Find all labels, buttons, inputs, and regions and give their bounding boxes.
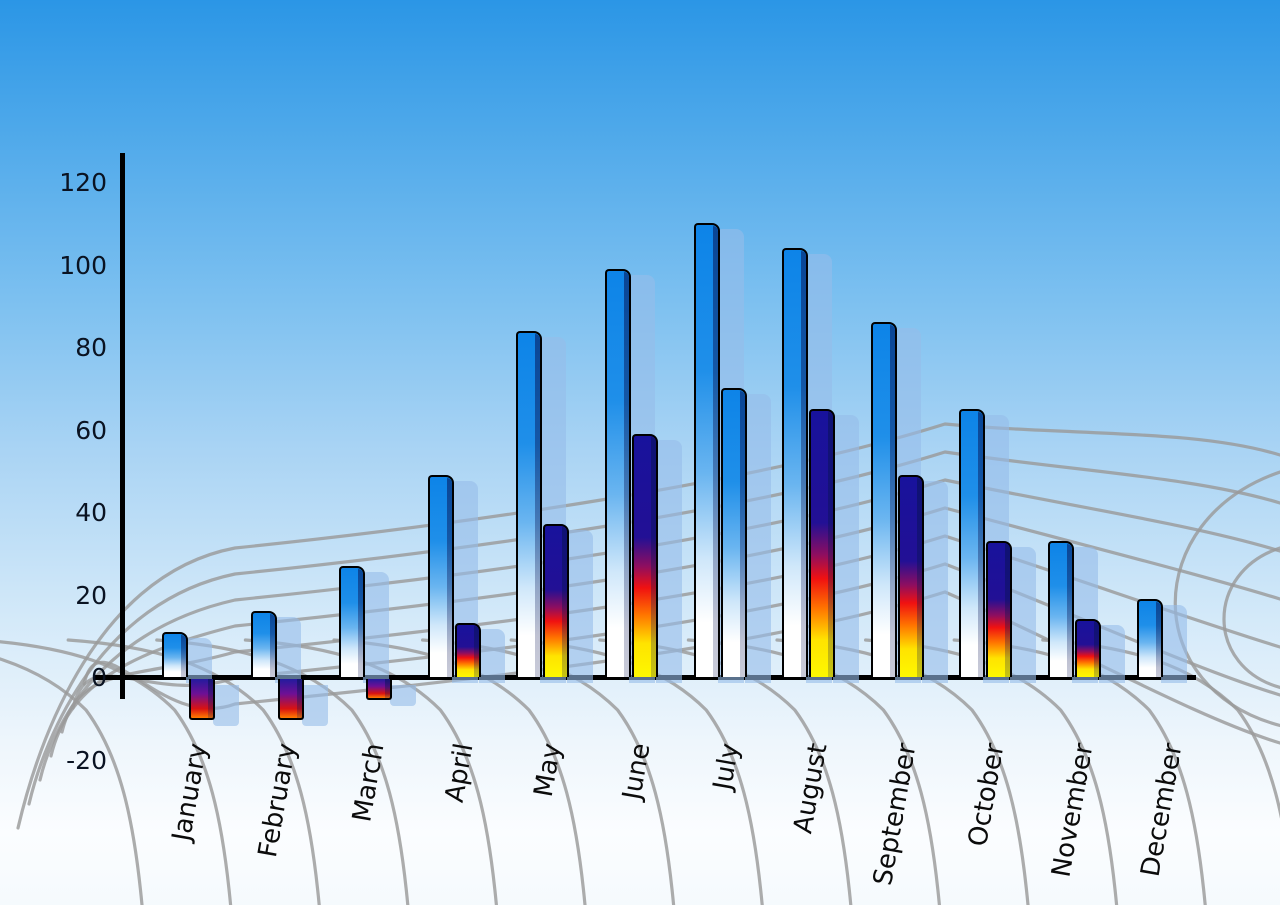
bar-shadow-september-series2 — [921, 480, 948, 683]
bar-august-series1 — [782, 248, 809, 677]
bar-shadow-august-series2 — [833, 414, 860, 683]
y-tick-label-0: 0 — [91, 663, 107, 692]
bar-june-series2 — [632, 433, 658, 678]
y-tick-label--20: -20 — [66, 745, 107, 775]
y-tick-label-20: 20 — [75, 580, 107, 610]
y-tick-label-60: 60 — [75, 415, 107, 445]
bar-april-series1 — [427, 474, 454, 678]
bar-shadow-february-series1 — [274, 617, 301, 683]
bar-september-series1 — [870, 322, 897, 677]
bar-shadow-january-series1 — [186, 637, 212, 683]
bar-may-series1 — [516, 330, 543, 677]
y-tick-label-80: 80 — [75, 333, 107, 362]
bar-january-series1 — [162, 631, 188, 678]
bar-shadow-july-series2 — [744, 394, 771, 683]
bar-october-series1 — [959, 408, 986, 678]
bar-february-series2 — [277, 679, 304, 721]
bar-shadow-november-series2 — [1099, 625, 1125, 683]
bar-december-series1 — [1136, 598, 1163, 678]
bar-october-series2 — [986, 540, 1013, 678]
bar-november-series2 — [1075, 619, 1101, 677]
bar-shadow-october-series2 — [1010, 546, 1037, 683]
bar-shadow-december-series1 — [1160, 604, 1187, 683]
bar-march-series1 — [339, 565, 366, 678]
bar-shadow-april-series2 — [478, 629, 505, 683]
y-axis-line — [120, 153, 125, 699]
bar-august-series2 — [809, 408, 836, 678]
bar-may-series2 — [543, 524, 570, 677]
bar-shadow-june-series2 — [656, 439, 682, 683]
bar-july-series1 — [693, 223, 720, 677]
bar-shadow-january-series2 — [213, 685, 239, 727]
y-tick-label-40: 40 — [75, 498, 107, 527]
bar-september-series2 — [897, 474, 924, 678]
bar-january-series2 — [189, 679, 215, 721]
bar-february-series1 — [250, 611, 277, 677]
bar-june-series1 — [605, 268, 631, 678]
bar-shadow-may-series2 — [567, 530, 594, 683]
bar-shadow-february-series2 — [301, 685, 328, 727]
bar-march-series2 — [366, 679, 393, 700]
y-tick-label-100: 100 — [59, 250, 107, 280]
y-tick-label-120: 120 — [59, 168, 107, 197]
bar-shadow-march-series2 — [390, 685, 417, 706]
bar-november-series1 — [1048, 540, 1074, 678]
bar-april-series2 — [454, 623, 481, 677]
bar-shadow-march-series1 — [363, 571, 390, 683]
bar-july-series2 — [720, 388, 747, 677]
